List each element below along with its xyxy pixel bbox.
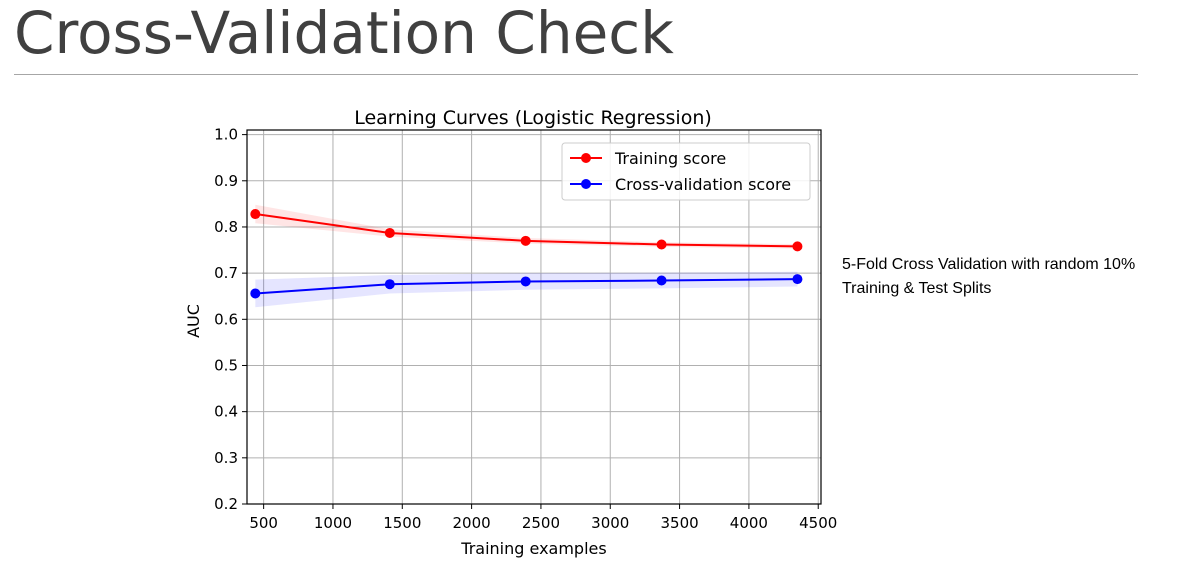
y-tick-label: 1.0 <box>214 126 238 144</box>
confidence-bands <box>255 204 798 308</box>
x-tick-label: 1000 <box>314 514 352 532</box>
y-tick-label: 0.2 <box>214 495 238 513</box>
y-tick-label: 0.3 <box>214 449 238 467</box>
x-tick-label: 3500 <box>660 514 698 532</box>
x-tick-label: 500 <box>249 514 278 532</box>
data-point <box>250 209 261 220</box>
y-tick-label: 0.5 <box>214 356 238 374</box>
x-tick-label: 4500 <box>799 514 837 532</box>
x-tick-label: 3000 <box>591 514 629 532</box>
y-tick-label: 0.6 <box>214 310 238 328</box>
x-tick-label: 2500 <box>522 514 560 532</box>
y-tick-label: 0.9 <box>214 172 238 190</box>
data-point <box>520 276 531 287</box>
plot-frame <box>246 129 822 505</box>
side-note: 5-Fold Cross Validation with random 10% … <box>842 253 1182 301</box>
side-note-line-2: Training & Test Splits <box>842 280 992 297</box>
y-tick-label: 0.7 <box>214 264 238 282</box>
slide-title: Cross-Validation Check <box>14 0 674 67</box>
series-lines <box>250 209 803 299</box>
x-tick-label: 4000 <box>730 514 768 532</box>
data-point <box>384 279 395 290</box>
title-divider <box>14 74 1138 75</box>
legend-box <box>561 142 811 201</box>
legend-label: Cross-validation score <box>615 175 791 194</box>
data-point <box>656 275 667 286</box>
legend-marker <box>581 179 591 189</box>
side-note-line-1: 5-Fold Cross Validation with random 10% <box>842 256 1136 273</box>
data-point <box>656 239 667 250</box>
x-axis-label: Training examples <box>460 539 606 558</box>
data-point <box>384 227 395 238</box>
y-tick-label: 0.8 <box>214 218 238 236</box>
legend-marker <box>581 153 591 163</box>
x-tick-label: 2000 <box>453 514 491 532</box>
data-point <box>792 274 803 285</box>
data-point <box>250 288 261 299</box>
data-point <box>792 241 803 252</box>
legend: Training score Cross-validation score <box>561 142 811 201</box>
axes: 500 1000 1500 2000 2500 3000 3500 4000 4500 0.2 0.… <box>214 126 837 532</box>
data-point <box>520 235 531 246</box>
y-axis-label: AUC <box>184 304 203 338</box>
legend-label: Training score <box>614 149 726 168</box>
y-tick-label: 0.4 <box>214 403 238 421</box>
chart-title: Learning Curves (Logistic Regression) <box>354 107 712 129</box>
x-tick-label: 1500 <box>383 514 421 532</box>
